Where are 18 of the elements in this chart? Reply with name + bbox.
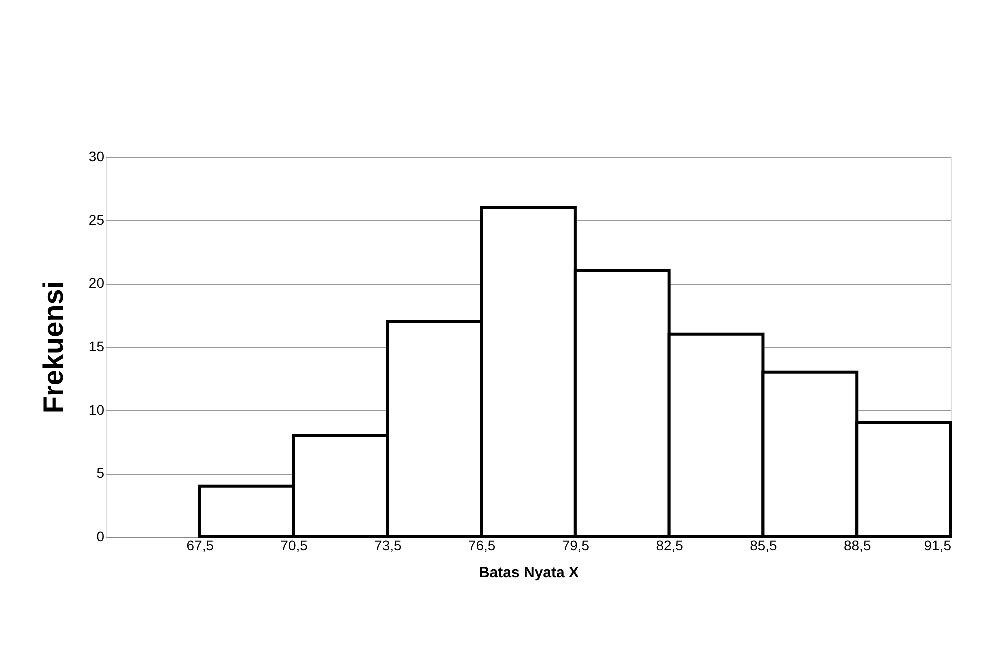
x-tick-label: 79,5 xyxy=(562,538,590,554)
x-tick-label: 85,5 xyxy=(750,538,778,554)
x-tick-label: 73,5 xyxy=(374,538,402,554)
y-tick-label: 15 xyxy=(88,338,105,354)
y-tick-label: 5 xyxy=(96,465,105,482)
x-tick-label: 76,5 xyxy=(468,538,496,554)
x-tick-label: 82,5 xyxy=(656,538,684,554)
x-tick-label: 91,5 xyxy=(924,538,952,554)
x-tick-label: 88,5 xyxy=(844,538,872,554)
y-tick-label: 25 xyxy=(88,212,105,228)
y-tick-label: 10 xyxy=(88,402,105,418)
y-tick-label: 20 xyxy=(88,275,105,292)
y-tick-label: 30 xyxy=(88,148,105,164)
y-axis-title: Frekuensi xyxy=(38,281,69,414)
x-tick-label: 70,5 xyxy=(280,538,308,554)
x-tick-label: 67,5 xyxy=(186,538,214,554)
y-tick-label: 0 xyxy=(96,528,105,544)
x-axis-title: Batas Nyata X xyxy=(478,564,580,582)
